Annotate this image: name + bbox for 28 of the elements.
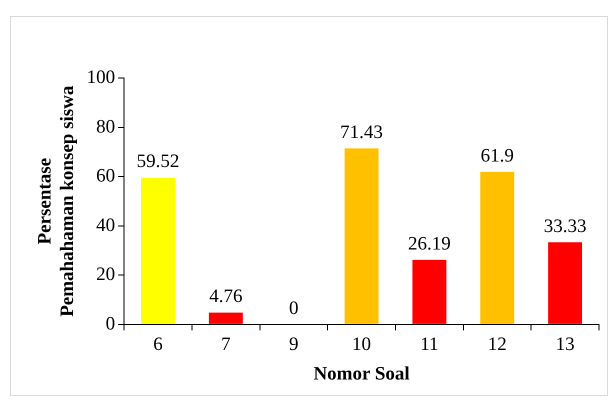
- data-label: 0: [288, 298, 298, 319]
- y-tick-label: 100: [86, 66, 116, 88]
- x-tick-label: 10: [352, 334, 372, 355]
- y-axis-title: Persentase Pemahahaman konsep siswa: [34, 85, 78, 317]
- y-tick-label: 80: [96, 116, 116, 138]
- x-tick-label: 11: [420, 334, 439, 355]
- y-tick-label: 60: [96, 166, 116, 187]
- data-label: 26.19: [408, 233, 451, 254]
- bar: [548, 242, 582, 324]
- y-tick-label: 0: [106, 313, 116, 334]
- bar: [141, 178, 175, 324]
- bar: [480, 172, 514, 324]
- data-label: 61.9: [480, 145, 514, 166]
- data-label: 4.76: [209, 286, 242, 308]
- x-tick-label: 6: [153, 334, 163, 355]
- x-tick-label: 7: [221, 334, 231, 355]
- x-axis-title: Nomor Soal: [313, 364, 410, 385]
- bar: [344, 148, 379, 324]
- y-tick-label: 40: [96, 214, 116, 236]
- bar: [412, 260, 446, 324]
- x-tick-label: 9: [288, 334, 298, 355]
- data-label: 71.43: [340, 122, 383, 143]
- bar: [208, 312, 243, 324]
- y-tick-label: 20: [96, 264, 116, 286]
- x-tick-label: 13: [556, 334, 575, 355]
- data-label: 59.52: [136, 151, 180, 172]
- data-label: 33.33: [544, 216, 586, 237]
- x-tick-label: 12: [488, 334, 507, 355]
